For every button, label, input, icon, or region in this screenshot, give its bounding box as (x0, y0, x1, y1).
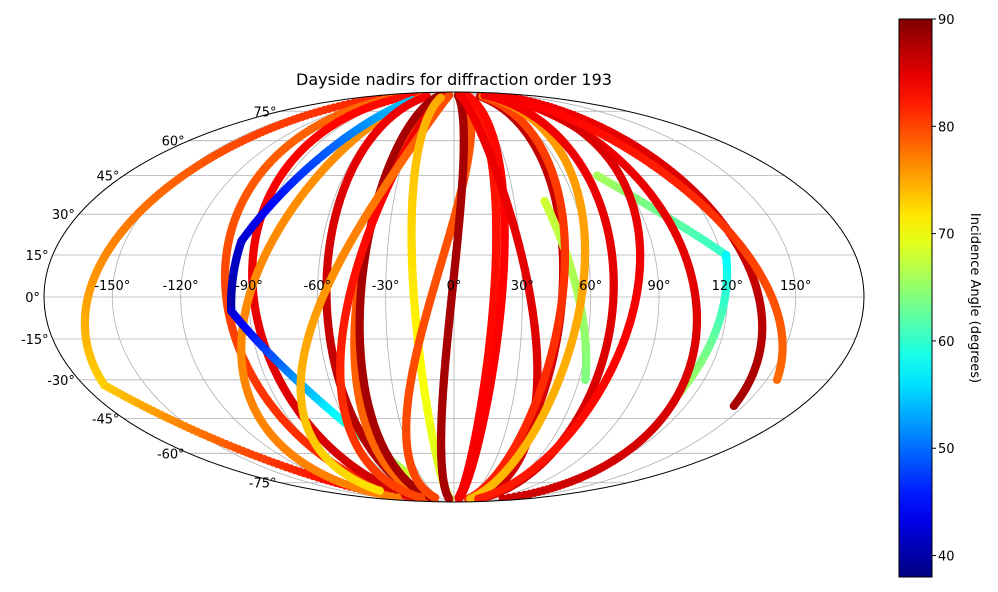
data-point (498, 494, 507, 502)
nadir-tracks (80, 92, 787, 502)
chart-title: Dayside nadirs for diffraction order 193 (296, 70, 612, 89)
data-point (430, 493, 440, 502)
data-point (375, 486, 384, 496)
data-point (581, 375, 590, 385)
